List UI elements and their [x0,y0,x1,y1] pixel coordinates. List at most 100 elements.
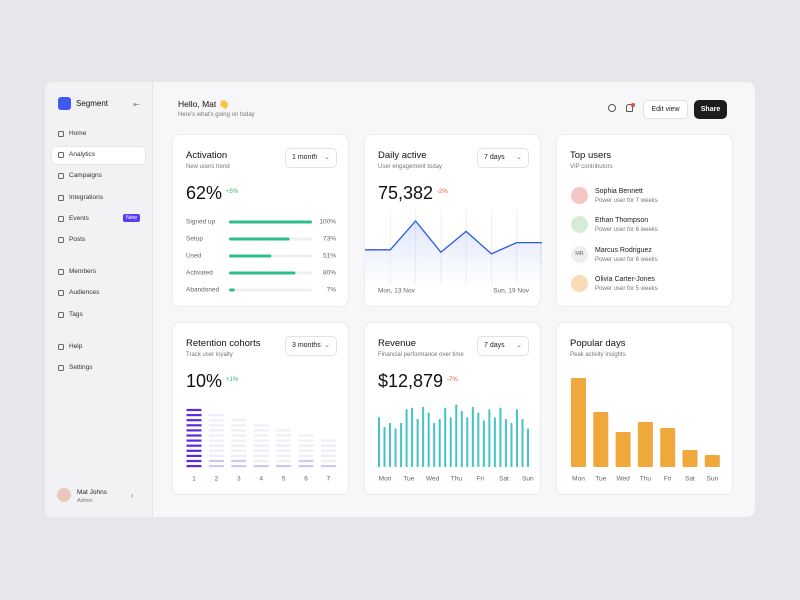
bar [438,419,441,467]
stripe [253,459,269,463]
row-value: 7% [327,287,337,294]
row-value: 100% [319,219,336,226]
bar [593,412,609,467]
row-label: Activated [186,270,213,277]
user-avatar [57,488,71,502]
period-dropdown[interactable]: 7 days ⌄ [477,148,529,168]
cohort-column [320,439,336,468]
stripe [208,419,224,422]
cohort-highlight [320,465,336,468]
period-dropdown[interactable]: 1 month ⌄ [285,148,337,168]
bar [229,237,290,241]
bar [515,409,518,467]
daily-line-chart: Mon, 13 Nov Sun, 19 Nov [365,210,542,295]
brand: Segment [76,99,109,108]
stripe [186,414,202,417]
nav-item[interactable]: Integrations [52,190,145,207]
nav-item[interactable]: Members [52,264,145,281]
search-icon[interactable] [608,104,616,112]
period-dropdown[interactable]: 3 months ⌄ [285,336,337,356]
x-label: Thu [640,476,652,483]
stripe [276,439,292,442]
stripe [186,424,202,427]
dropdown-label: 7 days [484,342,505,349]
popular-bar-chart: Mon Tue Wed Thu Fri Sat Sun [571,378,720,483]
stripe [298,434,314,437]
nav-icon [58,343,64,350]
nav-icon [58,269,64,276]
card-title: Popular days [570,338,626,349]
kpi: 10% +1% [186,371,238,392]
stripe [186,465,202,468]
nav-item[interactable]: Home [52,126,145,143]
nav-item[interactable]: Campaigns [52,168,145,185]
avatar-initials: MR [575,250,584,257]
nav-item[interactable]: Settings [52,360,145,377]
activation-card: Activation New users trend 1 month ⌄ 62% +5% S… [172,134,349,307]
bar [488,409,491,467]
share-button[interactable]: Share [694,100,727,119]
nav-item[interactable]: Tags [52,307,145,324]
cohort-column [186,408,202,468]
x-label: 1 [192,476,196,483]
bar [394,428,397,467]
bar [460,411,463,467]
stripe [231,459,247,463]
kpi-value: $12,879 [378,371,444,391]
stripe [276,444,292,447]
nav-item[interactable]: Help [52,339,145,356]
card-subtitle: Financial performance over time [378,352,464,358]
stripe [320,449,336,452]
x-label: 3 [237,476,241,483]
kpi-change: +5% [226,189,239,195]
user-name: Sophia Bennett [595,188,643,195]
stripe [208,459,224,463]
stripe [253,465,269,468]
x-end-label: Sun, 19 Nov [493,288,530,295]
collapse-button[interactable]: ⇤ [133,100,140,109]
stripe [253,449,269,452]
x-label: Tue [403,476,414,483]
x-label: 4 [259,476,263,483]
stripe [253,434,269,437]
row-label: Abandoned [186,287,220,294]
nav-label: Integrations [69,193,103,201]
nav-icon [58,290,64,297]
bar [504,419,507,467]
row-value: 73% [323,236,336,243]
card-subtitle: VIP contributors [570,164,613,170]
stripe [253,424,269,427]
row-label: Setup [186,236,203,243]
bar [682,450,698,467]
period-dropdown[interactable]: 7 days ⌄ [477,336,529,356]
stripe [320,444,336,447]
nav-label: Settings [69,364,93,371]
user-menu[interactable]: › [131,491,134,500]
nav-item[interactable]: Audiences [52,285,145,302]
stripe [276,449,292,452]
x-label: Fri [664,476,672,483]
bar [521,419,524,467]
nav-label: Home [69,130,87,137]
edit-view-button[interactable]: Edit view [643,100,688,119]
bar [571,378,586,467]
bar [527,428,529,467]
activation-bars: Signed up 100% Setup 73% Used 51% Activated 80%… [186,219,337,294]
nav-label: Audiences [69,289,100,297]
user-role: Admin [77,498,93,504]
top-users-card: Top users VIP contributors Sophia Bennett P… [556,134,733,307]
area [365,221,542,285]
nav-item[interactable]: Events New [52,211,145,228]
bell-icon[interactable] [626,104,633,112]
user-name: Ethan Thompson [595,217,649,225]
nav-item[interactable]: Posts [52,232,145,249]
user-desc: Power user for 6 weeks [595,227,658,234]
stripe [253,429,269,432]
nav-item[interactable]: Analytics [52,147,145,165]
cohort-column [253,424,269,468]
stripe [253,454,269,457]
stripe [208,439,224,442]
stripe [186,429,202,432]
avatar [571,274,588,292]
cohort-column [208,414,224,468]
